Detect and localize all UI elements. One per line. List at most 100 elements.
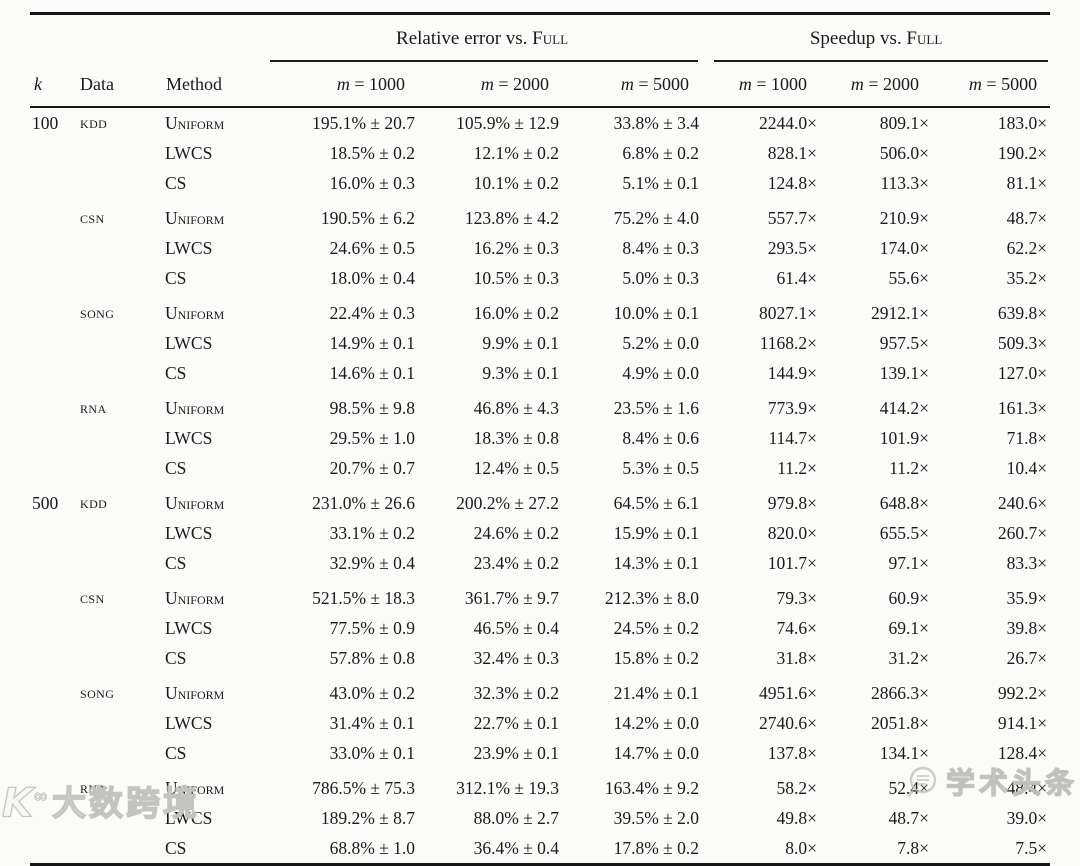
- data-cell: [72, 613, 160, 643]
- speedup-cell: 58.2×: [776, 778, 818, 798]
- data-cell: [72, 168, 160, 198]
- table-row: CS 14.6% ± 0.1 9.3% ± 0.1 4.9% ± 0.0 144.9× 1…: [30, 358, 1050, 388]
- rel-error-cell: 22.7% ± 0.1: [473, 713, 560, 733]
- rel-error-cell: 15.9% ± 0.1: [613, 523, 700, 543]
- rel-error-cell: 4.9% ± 0.0: [622, 363, 700, 383]
- rel-error-cell: 33.1% ± 0.2: [329, 523, 416, 543]
- rel-error-cell: 10.1% ± 0.2: [473, 173, 560, 193]
- speedup-cell: 48.7×: [1006, 208, 1048, 228]
- rel-error-cell: 64.5% ± 6.1: [613, 493, 700, 513]
- speedup-cell: 137.8×: [767, 743, 818, 763]
- rel-error-cell: 16.0% ± 0.3: [329, 173, 416, 193]
- method-cell: LWCS: [165, 143, 213, 163]
- k-cell: [30, 613, 72, 643]
- rel-error-cell: 33.8% ± 3.4: [613, 113, 700, 133]
- speedup-cell: 773.9×: [767, 398, 818, 418]
- k-cell: [30, 263, 72, 293]
- speedup-cell: 48.7×: [888, 808, 930, 828]
- speedup-cell: 114.7×: [768, 428, 818, 448]
- rel-error-cell: 77.5% ± 0.9: [329, 618, 416, 638]
- data-cell: [72, 518, 160, 548]
- table-row: CSN Uniform 190.5% ± 6.2 123.8% ± 4.2 75.2% …: [30, 198, 1050, 233]
- rel-error-cell: 15.8% ± 0.2: [613, 648, 700, 668]
- speedup-cell: 914.1×: [997, 713, 1048, 733]
- speedup-cell: 81.1×: [1006, 173, 1048, 193]
- table-row: CS 18.0% ± 0.4 10.5% ± 0.3 5.0% ± 0.3 61.4× 5…: [30, 263, 1050, 293]
- rel-error-cell: 163.4% ± 9.2: [604, 778, 700, 798]
- group-header-relative-error-label: Relative error vs.: [396, 27, 528, 49]
- rel-error-cell: 8.4% ± 0.6: [622, 428, 700, 448]
- data-cell: SONG: [80, 683, 115, 702]
- rel-error-cell: 21.4% ± 0.1: [613, 683, 700, 703]
- speedup-cell: 809.1×: [879, 113, 930, 133]
- rel-error-cell: 24.6% ± 0.2: [473, 523, 560, 543]
- table-row: 500 KDD Uniform 231.0% ± 26.6 200.2% ± 27.2 6…: [30, 483, 1050, 518]
- rel-error-cell: 36.4% ± 0.4: [473, 838, 560, 858]
- rel-error-cell: 24.6% ± 0.5: [329, 238, 416, 258]
- results-table: Relative error vs. Full Speedup vs. Full…: [30, 12, 1051, 866]
- rel-error-cell: 14.7% ± 0.0: [613, 743, 700, 763]
- k-cell: [30, 168, 72, 198]
- rel-error-cell: 24.5% ± 0.2: [613, 618, 700, 638]
- group-header-relative-error: Relative error vs. Full: [262, 14, 702, 62]
- speedup-cell: 74.6×: [776, 618, 818, 638]
- method-cell: Uniform: [165, 303, 225, 323]
- speedup-cell: 69.1×: [888, 618, 930, 638]
- rel-error-cell: 23.9% ± 0.1: [473, 743, 560, 763]
- col-header-speed-m1000: m = 1000: [702, 62, 821, 108]
- table-row: CS 20.7% ± 0.7 12.4% ± 0.5 5.3% ± 0.5 11.2× 1…: [30, 453, 1050, 483]
- data-cell: [72, 548, 160, 578]
- data-cell: CSN: [80, 588, 105, 607]
- speedup-cell: 113.3×: [880, 173, 930, 193]
- rel-error-cell: 231.0% ± 26.6: [312, 493, 416, 513]
- k-cell: [30, 833, 72, 865]
- table-row: CS 16.0% ± 0.3 10.1% ± 0.2 5.1% ± 0.1 124.8×…: [30, 168, 1050, 198]
- rel-error-cell: 32.9% ± 0.4: [329, 553, 416, 573]
- col-header-k: k: [30, 62, 72, 108]
- method-cell: LWCS: [165, 713, 213, 733]
- method-cell: LWCS: [165, 523, 213, 543]
- table-row: SONG Uniform 22.4% ± 0.3 16.0% ± 0.2 10.0% ±…: [30, 293, 1050, 328]
- speedup-cell: 11.2×: [889, 458, 930, 478]
- rel-error-cell: 14.2% ± 0.0: [613, 713, 700, 733]
- speedup-cell: 35.2×: [1006, 268, 1048, 288]
- rel-error-cell: 18.3% ± 0.8: [473, 428, 560, 448]
- table-row: CS 32.9% ± 0.4 23.4% ± 0.2 14.3% ± 0.1 101.7…: [30, 548, 1050, 578]
- rel-error-cell: 16.2% ± 0.3: [473, 238, 560, 258]
- k-cell: [30, 423, 72, 453]
- rel-error-cell: 43.0% ± 0.2: [329, 683, 416, 703]
- col-header-rel-m5000: m = 5000: [562, 62, 703, 108]
- k-cell: [30, 803, 72, 833]
- col-header-speed-m2000: m = 2000: [820, 62, 933, 108]
- group-header-speedup-full: Full: [906, 27, 943, 49]
- method-cell: Uniform: [165, 588, 225, 608]
- speedup-cell: 128.4×: [997, 743, 1048, 763]
- data-cell: RNA: [80, 398, 107, 417]
- method-cell: Uniform: [165, 398, 225, 418]
- table-row: LWCS 18.5% ± 0.2 12.1% ± 0.2 6.8% ± 0.2 828.…: [30, 138, 1050, 168]
- speedup-cell: 144.9×: [767, 363, 818, 383]
- table-row: LWCS 33.1% ± 0.2 24.6% ± 0.2 15.9% ± 0.1 820…: [30, 518, 1050, 548]
- table-row: LWCS 189.2% ± 8.7 88.0% ± 2.7 39.5% ± 2.0 49…: [30, 803, 1050, 833]
- method-cell: CS: [165, 268, 187, 288]
- speedup-cell: 79.3×: [776, 588, 818, 608]
- speedup-cell: 210.9×: [879, 208, 930, 228]
- speedup-cell: 2866.3×: [871, 683, 930, 703]
- speedup-cell: 509.3×: [997, 333, 1048, 353]
- speedup-cell: 992.2×: [997, 683, 1048, 703]
- rel-error-cell: 88.0% ± 2.7: [473, 808, 560, 828]
- rel-error-cell: 9.3% ± 0.1: [482, 363, 560, 383]
- rel-error-cell: 200.2% ± 27.2: [456, 493, 560, 513]
- col-header-rel-m2000: m = 2000: [418, 62, 563, 108]
- rel-error-cell: 6.8% ± 0.2: [622, 143, 700, 163]
- k-cell: 500: [32, 493, 59, 513]
- k-cell: [30, 138, 72, 168]
- rel-error-cell: 20.7% ± 0.7: [329, 458, 416, 478]
- rel-error-cell: 23.4% ± 0.2: [473, 553, 560, 573]
- k-cell: [30, 388, 72, 423]
- rel-error-cell: 312.1% ± 19.3: [456, 778, 560, 798]
- speedup-cell: 2244.0×: [759, 113, 818, 133]
- rel-error-cell: 33.0% ± 0.1: [329, 743, 416, 763]
- data-cell: [72, 233, 160, 263]
- rel-error-cell: 31.4% ± 0.1: [329, 713, 416, 733]
